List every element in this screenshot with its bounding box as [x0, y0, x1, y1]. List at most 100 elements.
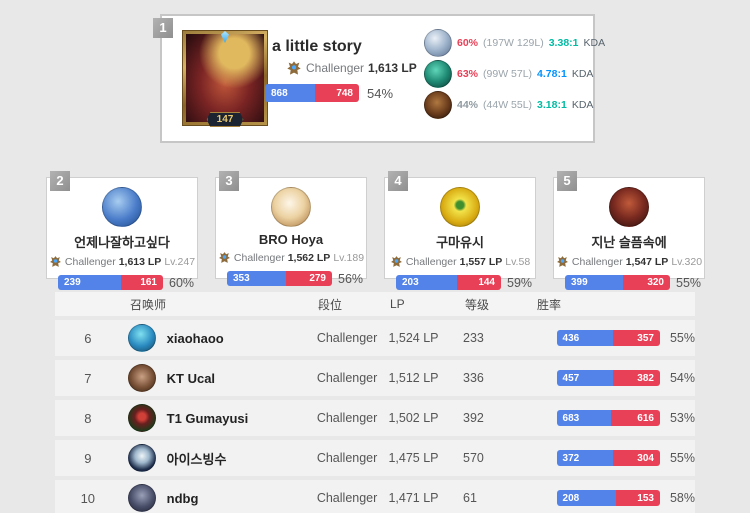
- rank4-card[interactable]: 4 구마유시 Challenger 1,557 LP Lv.58 203 144…: [384, 171, 536, 290]
- rank3-card[interactable]: 3 BRO Hoya Challenger 1,562 LP Lv.189 35…: [215, 171, 367, 286]
- losses-segment: 161: [120, 275, 163, 290]
- profile-icon: [127, 484, 156, 512]
- winrate-label: 54%: [367, 85, 394, 101]
- summoner-level-badge: 147: [206, 112, 244, 127]
- champion-record: (44W 55L): [483, 99, 533, 111]
- wins-segment: 203: [396, 275, 458, 290]
- losses-segment: 748: [315, 84, 359, 102]
- profile-icon: [440, 187, 480, 227]
- table-row[interactable]: 7 KT Ucal Challenger 1,512 LP 336 457 38…: [55, 360, 695, 396]
- win-loss-bar: 436 357: [556, 330, 660, 346]
- table-row[interactable]: 6 xiaohaoo Challenger 1,524 LP 233 436 3…: [55, 320, 695, 356]
- rank-badge: 1: [153, 18, 173, 38]
- header-tier: 段位: [318, 297, 343, 312]
- summoner-name[interactable]: 구마유시: [436, 235, 484, 250]
- lp-value: 1,512 LP: [388, 371, 439, 385]
- rank-badge: 2: [50, 171, 70, 191]
- lp-value: 1,502 LP: [388, 411, 439, 425]
- rank1-profile-portrait[interactable]: 147: [182, 30, 268, 127]
- tier-label: Challenger: [316, 451, 378, 465]
- losses-segment: 320: [623, 275, 670, 290]
- losses-segment: 616: [610, 410, 660, 426]
- win-loss-row: 239 161 60%: [47, 275, 197, 290]
- table-row[interactable]: 9 아이스빙수 Challenger 1,475 LP 570 372 304 …: [55, 440, 695, 476]
- summoner-name[interactable]: T1 Gumayusi: [166, 410, 249, 426]
- profile-icon: [127, 444, 156, 472]
- winrate-label: 60%: [169, 275, 195, 290]
- challenger-crest-icon: [49, 255, 62, 268]
- header-lp: LP: [390, 297, 405, 311]
- summoner-name[interactable]: KT Ucal: [166, 370, 216, 386]
- champion-stat-row: 63% (99W 57L) 4.78:1 KDA: [424, 59, 605, 89]
- summoner-name[interactable]: ndbg: [166, 490, 199, 506]
- losses-segment: 357: [613, 330, 660, 346]
- challenger-crest-icon: [390, 255, 403, 268]
- winrate-label: 58%: [669, 491, 695, 505]
- champion-record: (99W 57L): [483, 68, 533, 80]
- level-value: 392: [463, 411, 484, 425]
- profile-icon: [102, 187, 142, 227]
- losses-segment: 382: [612, 370, 660, 386]
- summoner-name[interactable]: 아이스빙수: [166, 451, 227, 467]
- champion-stats: 60% (197W 129L) 3.38:1 KDA 63% (99W 57L)…: [424, 28, 605, 121]
- tier-label: Challenger: [316, 331, 378, 345]
- lp-value: 1,613 LP: [368, 61, 417, 75]
- wins-segment: 353: [227, 271, 286, 286]
- kda-label: KDA: [571, 68, 594, 80]
- level-value: 233: [463, 331, 484, 345]
- level-label: Lv.58: [505, 255, 531, 268]
- table-row[interactable]: 10 ndbg Challenger 1,471 LP 61 208 153 5…: [55, 480, 695, 513]
- header-summoner: 召唤师: [130, 297, 167, 312]
- lp-value: 1,524 LP: [388, 331, 439, 345]
- champion-icon[interactable]: [424, 60, 452, 88]
- lp-value: 1,471 LP: [388, 491, 439, 505]
- champion-icon[interactable]: [424, 91, 452, 119]
- tier-line: Challenger 1,613 LP Lv.247: [47, 255, 197, 268]
- summoner-name[interactable]: 언제나잘하고싶다: [74, 235, 170, 250]
- champion-stat-row: 44% (44W 55L) 3.18:1 KDA: [424, 90, 605, 120]
- summoner-name[interactable]: 지난 슬픔속에: [591, 235, 667, 250]
- profile-icon: [127, 324, 156, 352]
- summoner-name[interactable]: a little story: [272, 38, 362, 55]
- losses-segment: 279: [285, 271, 332, 286]
- winrate-label: 55%: [669, 451, 695, 465]
- tier-label: Challenger: [306, 61, 365, 75]
- rank-number: 8: [84, 410, 92, 426]
- lp-value: 1,557 LP: [459, 255, 503, 268]
- tier-line: Challenger 1,613 LP: [286, 60, 417, 76]
- winrate-label: 53%: [669, 411, 695, 425]
- champion-kda: 3.18:1: [537, 99, 567, 111]
- level-label: Lv.320: [671, 255, 703, 268]
- rank-number: 7: [84, 370, 92, 386]
- champion-icon[interactable]: [424, 29, 452, 57]
- rank2-card[interactable]: 2 언제나잘하고싶다 Challenger 1,613 LP Lv.247 23…: [46, 171, 198, 290]
- summoner-name[interactable]: BRO Hoya: [258, 232, 324, 247]
- win-loss-row: 203 144 59%: [385, 275, 535, 290]
- leaderboard-table: 召唤师 段位 LP 等级 胜率 6 xiaohaoo Challenger 1,…: [55, 292, 695, 513]
- win-loss-bar: 203 144: [396, 275, 501, 290]
- kda-label: KDA: [571, 99, 594, 111]
- win-loss-bar: 399 320: [565, 275, 670, 290]
- rank-number: 10: [80, 490, 96, 506]
- profile-icon: [609, 187, 649, 227]
- win-loss-row: 399 320 55%: [554, 275, 704, 290]
- summoner-name[interactable]: xiaohaoo: [166, 330, 224, 346]
- lp-value: 1,475 LP: [388, 451, 439, 465]
- table-row[interactable]: 8 T1 Gumayusi Challenger 1,502 LP 392 68…: [55, 400, 695, 436]
- rank5-card[interactable]: 5 지난 슬픔속에 Challenger 1,547 LP Lv.320 399…: [553, 171, 705, 290]
- losses-segment: 304: [613, 450, 660, 466]
- winrate-label: 59%: [507, 275, 533, 290]
- wins-segment: 683: [556, 410, 611, 426]
- tier-label: Challenger: [316, 411, 378, 425]
- tier-label: Challenger: [64, 255, 116, 268]
- champion-record: (197W 129L): [483, 37, 544, 49]
- winrate-label: 55%: [669, 331, 695, 345]
- wins-segment: 208: [556, 490, 617, 506]
- wins-segment: 457: [556, 370, 613, 386]
- tier-label: Challenger: [571, 255, 623, 268]
- champion-kda: 4.78:1: [537, 68, 567, 80]
- tier-line: Challenger 1,562 LP Lv.189: [216, 251, 366, 264]
- win-loss-bar: 353 279: [227, 271, 332, 286]
- kda-label: KDA: [583, 37, 606, 49]
- win-loss-row: 868 748 54%: [265, 84, 393, 102]
